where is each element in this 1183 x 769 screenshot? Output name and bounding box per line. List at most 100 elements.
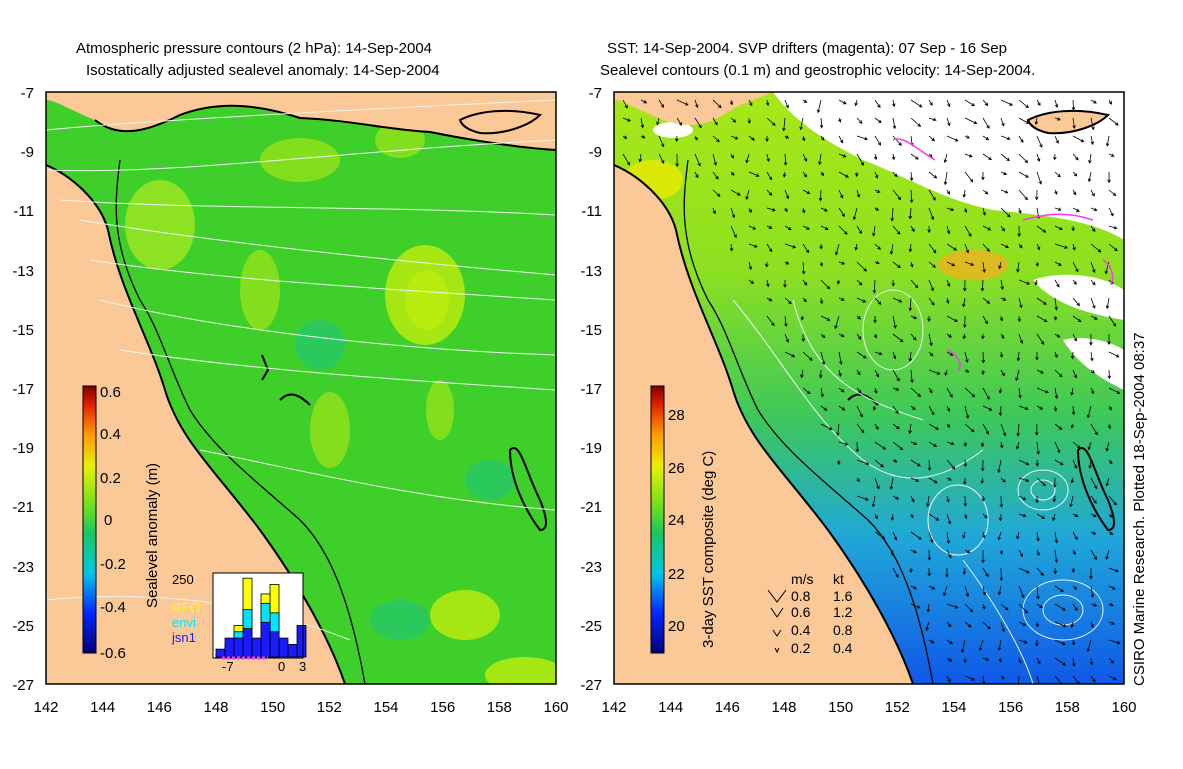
velocity-arrow [1090,675,1096,683]
papua-new-guinea [614,92,773,125]
inset-legend-jsn1: jsn1 [171,630,196,645]
velocity-arrow [1108,621,1116,625]
velocity-arrow [1036,657,1041,665]
y-tick-label: -27 [580,677,602,694]
velocity-arrow [982,153,992,161]
colorbar-tick-label: 22 [668,566,685,583]
sst-colorbar-label: 3-day SST composite (deg C) [700,451,717,648]
velocity-arrow [856,423,865,434]
velocity-arrow [962,333,967,340]
velocity-arrow [802,351,813,361]
x-tick-label: 158 [1055,699,1080,716]
x-tick-label: 154 [941,699,966,716]
velocity-arrow [910,117,922,127]
colorbar-tick-label: 28 [668,407,685,424]
velocity-arrow [1000,603,1009,611]
velocity-arrow [836,423,840,437]
inset-x-tick: -7 [222,659,234,674]
velocity-arrow [1108,315,1117,327]
velocity-arrow [964,675,975,681]
velocity-arrow [1071,225,1075,232]
velocity-arrow [1036,513,1046,519]
velocity-arrow [838,117,842,123]
velocity-arrow [1070,387,1074,396]
velocity-arrow [928,585,936,590]
velocity-arrow [856,387,862,394]
velocity-arrow [946,405,951,412]
velocity-arrow [928,351,934,357]
velocity-arrow [1108,153,1115,157]
velocity-arrow [1108,459,1113,465]
velocity-arrow [658,135,665,148]
velocity-arrow [838,387,845,393]
velocity-arrow [946,603,959,609]
velocity-arrow [1053,315,1058,321]
velocity-arrow [892,405,899,414]
velocity-arrow [963,441,968,447]
velocity-arrow [1035,351,1039,361]
velocity-arrow [943,153,948,164]
velocity-arrow [1108,513,1113,518]
velocity-arrow [1000,225,1005,232]
velocity-arrow [694,135,698,141]
velocity-arrow [908,351,913,362]
velocity-arrow [1105,135,1110,147]
velocity-arrow [729,99,734,106]
inset-bar-jsn1 [287,643,298,658]
velocity-arrow [964,423,975,433]
velocity-arrow [1090,207,1098,212]
velocity-arrow [1108,639,1121,645]
velocity-arrow [874,513,878,520]
velocity-arrow [1107,369,1112,380]
velocity-arrow [927,567,931,577]
velocity-arrow [999,315,1004,322]
velocity-arrow [1071,99,1076,111]
velocity-arrow [1036,135,1043,148]
colorbar-tick-label: 0.2 [100,470,121,487]
velocity-arrow [748,135,755,141]
velocity-arrow [1036,387,1049,394]
y-tick-label: -17 [12,381,34,398]
velocity-arrow [1072,117,1076,130]
velocity-arrow [874,260,880,265]
velocity-arrow [889,243,894,255]
y-tick-label: -21 [580,499,602,516]
x-tick-label: 152 [885,699,910,716]
velocity-arrow [1054,423,1063,430]
velocity-arrow [981,171,985,181]
velocity-arrow [1018,603,1029,614]
velocity-arrow [909,567,913,573]
australia-land [614,165,913,684]
velocity-arrow [1036,441,1040,455]
velocity-arrow [1088,459,1092,469]
velocity-arrow [999,567,1004,582]
velocity-arrow [1107,171,1111,184]
x-tick-label: 156 [430,699,455,716]
velocity-arrow [1018,171,1029,178]
velocity-arrow [730,171,735,176]
velocity-arrow [1035,261,1040,267]
velocity-arrow [801,261,806,275]
velocity-arrow [1036,333,1045,345]
velocity-arrow [964,549,971,554]
velocity-arrow [982,225,992,231]
x-tick-label: 144 [90,699,115,716]
speed-legend-ms: 0.4 [791,622,811,638]
velocity-arrow [928,639,935,644]
velocity-arrow [1000,675,1005,680]
velocity-arrow [745,189,750,200]
velocity-arrow [1016,675,1021,684]
inset-bar-jsn1 [242,628,253,658]
velocity-arrow [1072,603,1078,611]
velocity-arrow [963,495,968,507]
velocity-arrow [1054,621,1067,628]
velocity-arrow [1054,117,1061,121]
velocity-arrow [1072,297,1080,307]
velocity-arrow [1090,603,1098,607]
velocity-arrow [910,405,916,410]
velocity-arrow [1072,315,1082,323]
velocity-arrow [1054,99,1059,109]
velocity-arrow [1000,189,1009,194]
velocity-arrow [1018,117,1030,124]
velocity-arrow [1105,297,1110,310]
